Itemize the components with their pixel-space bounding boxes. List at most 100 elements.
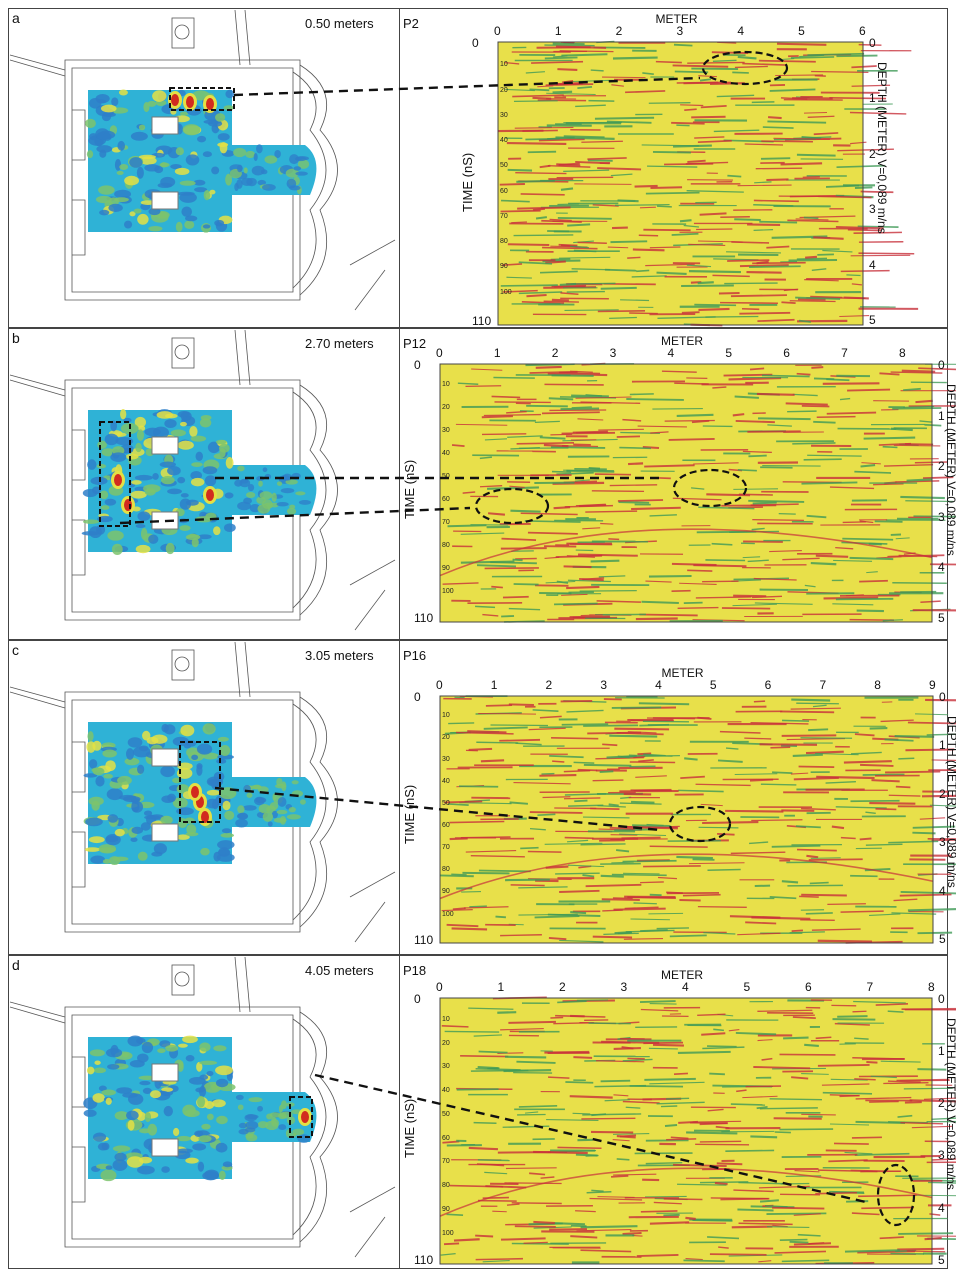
- anomaly-selection-box: [99, 421, 131, 527]
- time-axis-label: TIME (nS): [402, 784, 417, 845]
- gpr-depth-slice-heatmap: [83, 722, 317, 866]
- time-axis-tick: 90: [442, 565, 450, 573]
- depth-axis-tick: 2: [938, 459, 945, 474]
- time-axis-tick: 10: [442, 381, 450, 389]
- time-axis-tick: 90: [500, 263, 508, 271]
- profile-label: P12: [403, 336, 427, 351]
- time-axis-tick: 10: [442, 712, 450, 720]
- x-axis-title: METER: [661, 334, 703, 348]
- time-axis-tick: 40: [442, 1087, 450, 1094]
- x-axis-tick: 8: [928, 980, 935, 994]
- panel-letter: d: [12, 957, 20, 973]
- profile-label: P16: [403, 648, 427, 663]
- x-axis-tick: 3: [600, 678, 608, 692]
- x-axis-tick: 9: [929, 678, 936, 692]
- radargram-frame: [399, 328, 948, 640]
- depth-axis-tick: 0: [938, 358, 945, 372]
- x-axis-tick: 7: [866, 980, 874, 994]
- time-axis-tick: 30: [500, 111, 508, 119]
- x-axis-tick: 3: [620, 980, 628, 994]
- x-axis-tick: 1: [554, 24, 562, 38]
- radargram-frame: [399, 8, 948, 328]
- time-axis-tick: 110: [414, 932, 434, 947]
- time-axis-tick: 70: [442, 844, 450, 852]
- x-axis-tick: 7: [819, 678, 827, 692]
- time-axis-tick: 90: [442, 1205, 450, 1213]
- depth-axis-label: DEPTH (METER) V=0,089 m/ns: [945, 716, 956, 888]
- figure-panel-a: a 0.50 meters P2 METER 0 1 2 3 4 5 6 0 10 20 30 40 50 60 7…: [0, 8, 956, 328]
- depth-axis-tick: 5: [869, 313, 876, 328]
- depth-axis-tick: 2: [939, 786, 946, 801]
- time-axis-tick: 100: [500, 288, 512, 296]
- x-axis-tick: 3: [609, 346, 617, 360]
- church-plan-map: [9, 956, 396, 1258]
- time-axis-tick: 20: [442, 404, 450, 412]
- time-axis-tick: 0: [472, 36, 479, 50]
- x-axis-tick: 0: [494, 24, 501, 38]
- gpr-depth-slice-heatmap: [81, 408, 317, 555]
- time-axis-tick: 10: [442, 1015, 450, 1023]
- x-axis-tick: 1: [497, 980, 505, 994]
- time-axis-tick: 80: [500, 238, 508, 246]
- figure-panel-c: c 3.05 meters P16 METER 0 1 2 3 4 5 6 7 8 9 0 10 20 30 40 5…: [0, 640, 956, 955]
- time-axis-label: TIME (nS): [402, 1098, 417, 1158]
- x-axis-tick: 3: [676, 24, 684, 38]
- time-axis-tick: 60: [500, 187, 508, 195]
- time-axis-tick: 110: [414, 1253, 434, 1268]
- time-axis-tick: 110: [472, 313, 492, 328]
- time-axis-tick: 10: [500, 61, 508, 69]
- time-axis-tick: 20: [442, 734, 450, 742]
- x-axis-tick: 0: [436, 980, 443, 994]
- depth-axis-tick: 0: [939, 690, 946, 704]
- radargram-image: [439, 996, 956, 1265]
- x-axis-title: METER: [661, 968, 703, 982]
- x-axis-title: METER: [655, 12, 698, 26]
- gpr-depth-slice-heatmap: [85, 89, 317, 233]
- time-axis-tick: 60: [442, 1134, 450, 1142]
- x-axis-tick: 6: [783, 346, 790, 360]
- panel-letter: c: [12, 642, 19, 658]
- x-axis-tick: 0: [436, 346, 443, 360]
- x-axis-tick: 5: [798, 24, 805, 38]
- depth-axis-tick: 4: [869, 257, 876, 272]
- gpr-depth-slice-heatmap: [83, 1035, 317, 1182]
- x-axis-tick: 2: [545, 678, 553, 692]
- depth-axis-tick: 4: [939, 883, 946, 898]
- x-axis-tick: 4: [667, 346, 675, 360]
- x-axis-tick: 1: [493, 346, 501, 360]
- time-axis-tick: 100: [442, 910, 454, 918]
- x-axis-tick: 6: [764, 678, 772, 692]
- time-axis-tick: 100: [442, 1229, 454, 1237]
- x-axis-tick: 6: [805, 980, 812, 994]
- depth-slice-label: 3.05 meters: [305, 648, 374, 663]
- church-plan-map: [9, 9, 396, 311]
- depth-axis-label: DEPTH (METER) V=0,089 m/ns: [944, 1018, 956, 1190]
- depth-axis-tick: 3: [938, 1148, 945, 1163]
- time-axis-tick: 50: [442, 1110, 450, 1118]
- depth-axis-tick: 1: [869, 91, 876, 106]
- radargram-image: [497, 40, 919, 327]
- x-axis-tick: 0: [436, 678, 443, 692]
- panel-letter: b: [12, 330, 20, 346]
- depth-axis-tick: 5: [938, 610, 945, 625]
- x-axis-tick: 8: [899, 346, 906, 360]
- depth-axis-label: DEPTH (METER) V=0,089 m/ns: [944, 384, 956, 556]
- x-axis-tick: 2: [559, 980, 566, 994]
- depth-axis-tick: 4: [938, 1200, 945, 1215]
- time-axis-tick: 40: [442, 778, 450, 786]
- time-axis-tick: 0: [414, 358, 421, 372]
- depth-axis-tick: 0: [938, 992, 945, 1006]
- time-axis-tick: 110: [414, 611, 434, 626]
- x-axis-tick: 2: [551, 346, 559, 360]
- anomaly-selection-box: [169, 87, 235, 111]
- figure-panel-b: b 2.70 meters P12 METER 0 1 2 3 4 5 6 7 8 0 10 20 30 40 50…: [0, 328, 956, 640]
- x-axis-tick: 4: [655, 678, 662, 692]
- church-plan-map: [9, 329, 396, 631]
- x-axis-tick: 5: [743, 980, 751, 994]
- depth-axis-tick: 3: [938, 509, 945, 524]
- x-axis-tick: 5: [709, 678, 717, 692]
- x-axis-tick: 4: [737, 24, 745, 38]
- time-axis-tick: 60: [442, 496, 450, 504]
- time-axis-tick: 70: [442, 519, 450, 527]
- anomaly-selection-box: [179, 741, 221, 823]
